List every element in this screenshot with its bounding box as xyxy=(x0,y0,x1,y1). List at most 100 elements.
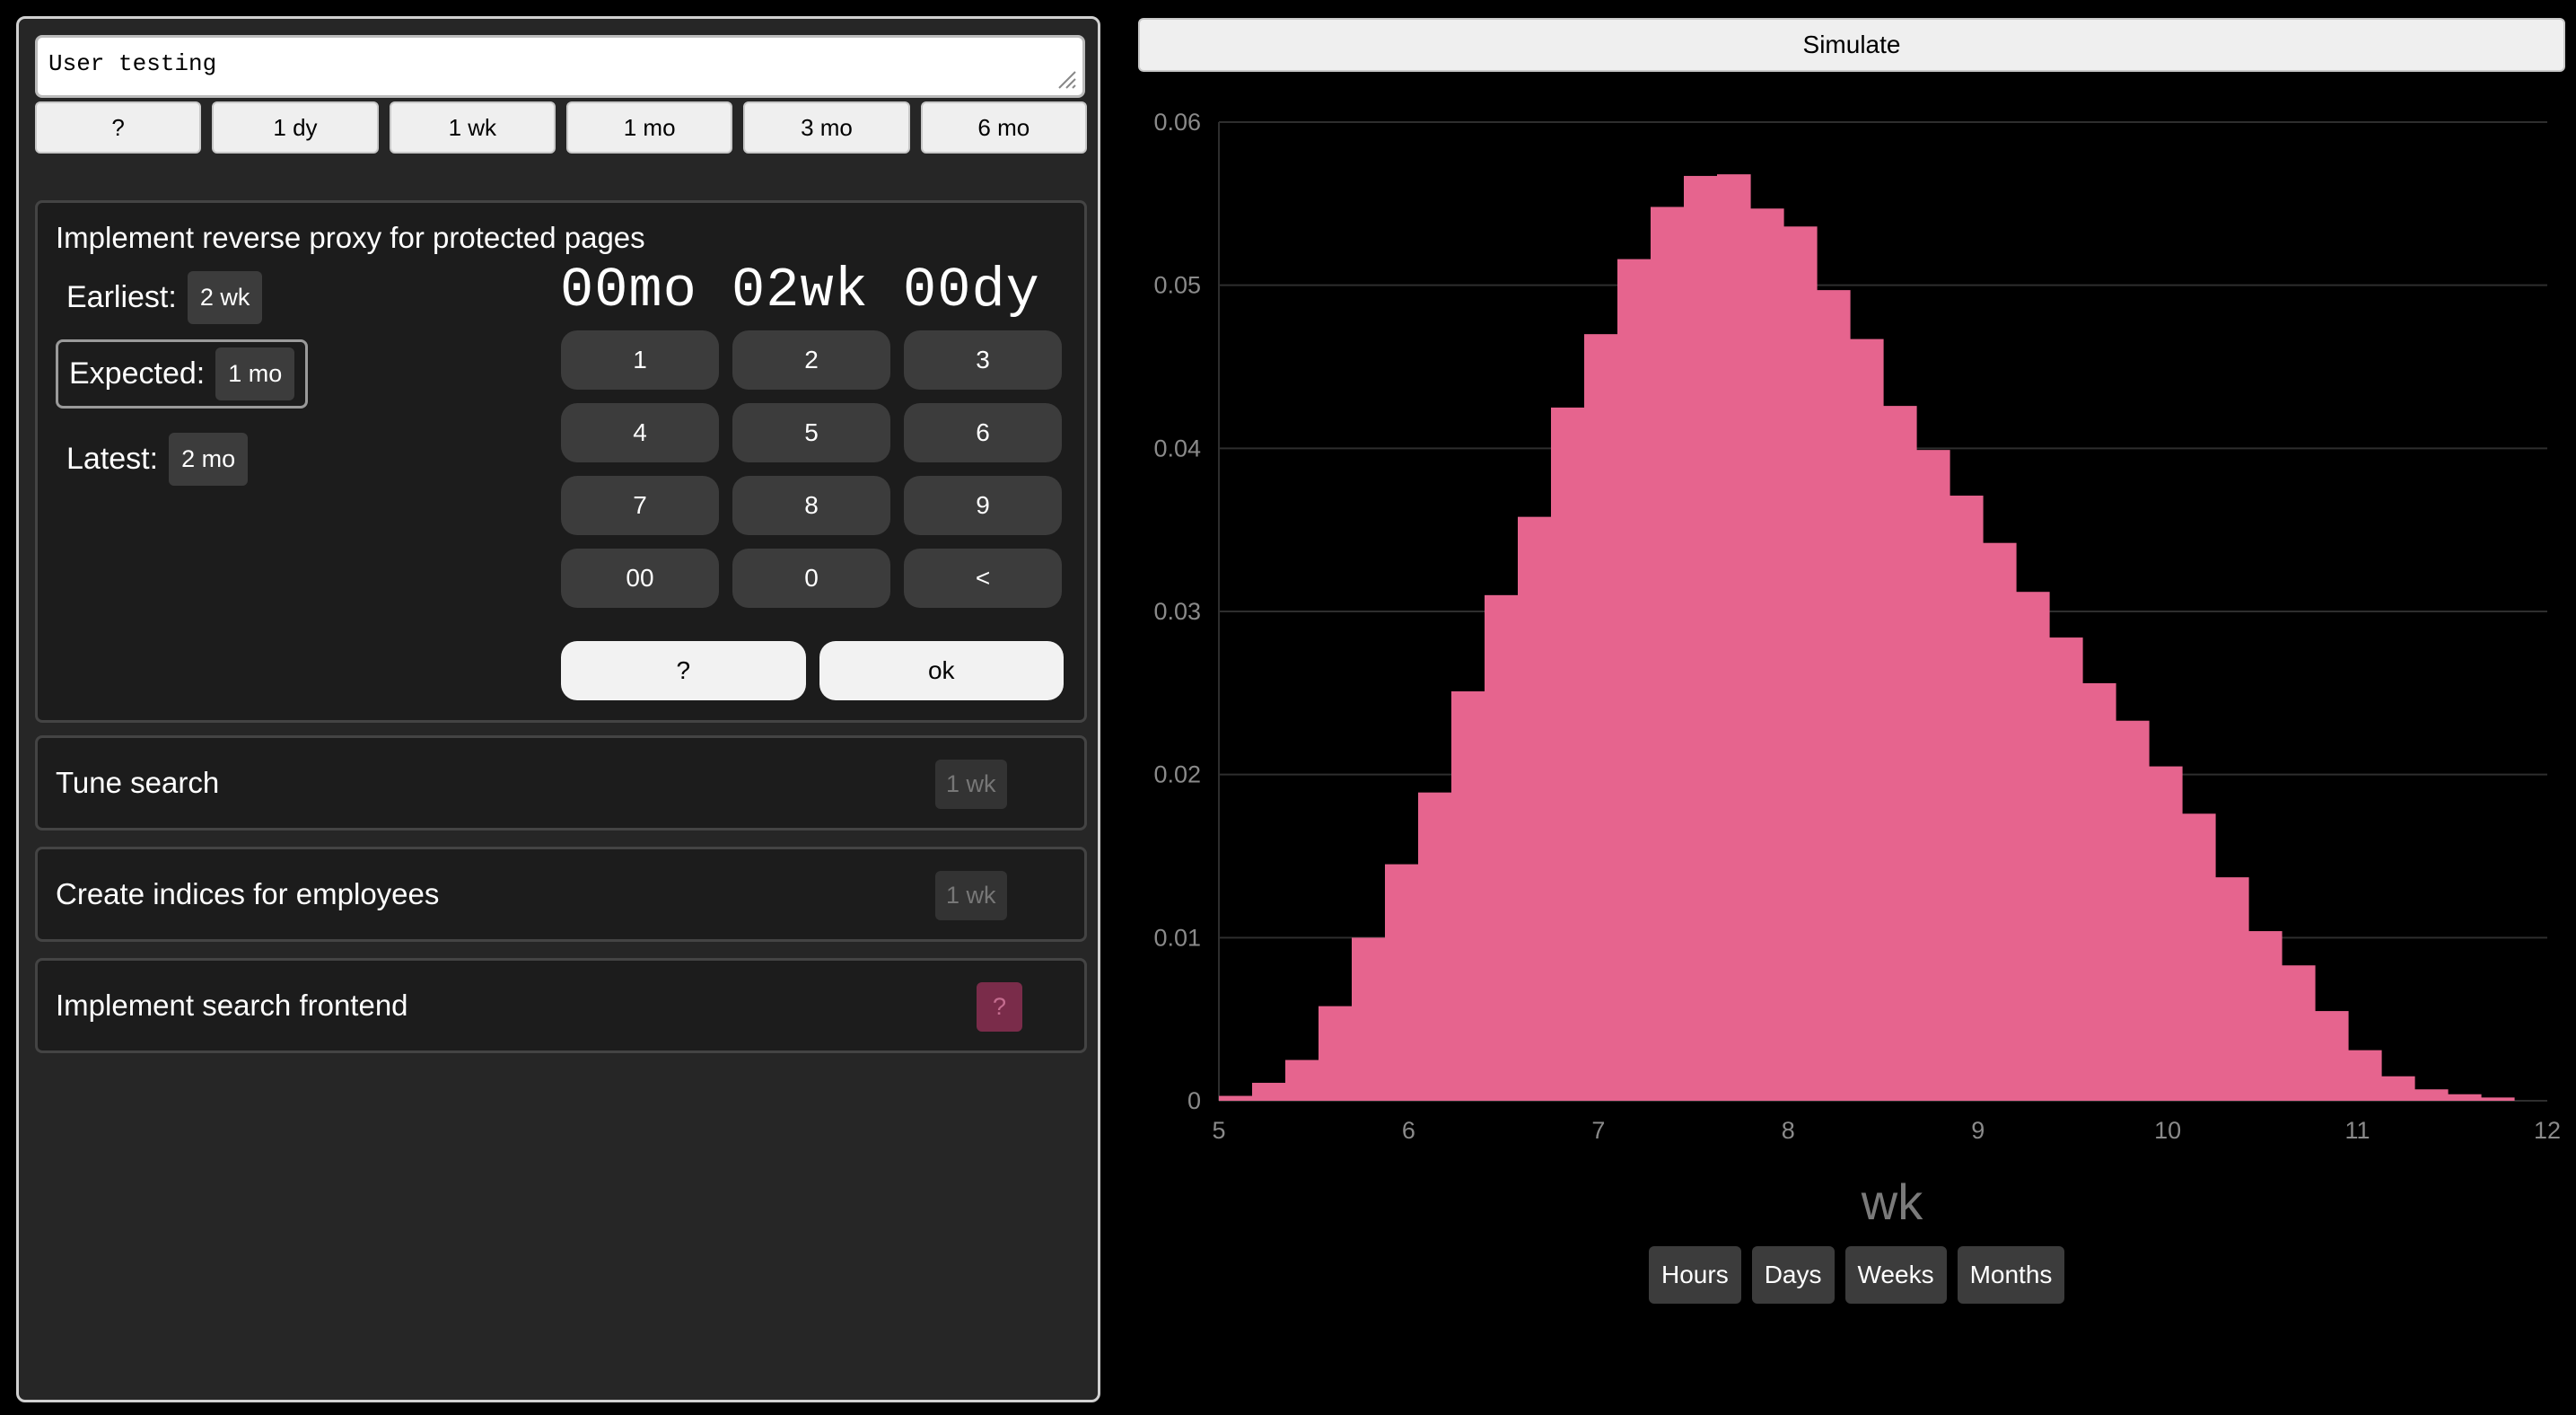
y-tick-label: 0.04 xyxy=(1153,435,1201,461)
x-tick-label: 11 xyxy=(2345,1117,2370,1144)
histogram-bar xyxy=(2182,813,2216,1101)
histogram-bar xyxy=(2481,1097,2515,1101)
quick-3-months-button[interactable]: 3 mo xyxy=(743,101,910,154)
key-9[interactable]: 9 xyxy=(904,476,1062,535)
task-title: Implement search frontend xyxy=(56,989,408,1022)
histogram-bar xyxy=(2348,1050,2382,1101)
quick-1-day-button[interactable]: 1 dy xyxy=(212,101,379,154)
task-title: Tune search xyxy=(56,766,220,799)
earliest-value-badge[interactable]: 2 wk xyxy=(187,271,263,324)
histogram-bar xyxy=(1551,407,1585,1102)
task-row[interactable]: Implement search frontend ? xyxy=(35,958,1087,1053)
latest-label: Latest: xyxy=(66,442,159,476)
key-4[interactable]: 4 xyxy=(561,403,719,462)
key-0[interactable]: 0 xyxy=(732,549,890,608)
earliest-label: Earliest: xyxy=(66,280,177,314)
y-tick-label: 0 xyxy=(1187,1087,1201,1114)
histogram-bar xyxy=(1950,496,1984,1101)
task-title: Create indices for employees xyxy=(56,877,440,910)
histogram-bar xyxy=(2215,877,2249,1101)
expected-value-badge[interactable]: 1 mo xyxy=(215,347,295,400)
task-estimate-badge[interactable]: 1 wk xyxy=(935,760,1007,809)
histogram-bar xyxy=(1584,334,1618,1102)
y-tick-label: 0.06 xyxy=(1153,109,1201,136)
histogram-bar xyxy=(1418,792,1452,1101)
histogram-bar xyxy=(2248,931,2282,1101)
histogram-bar xyxy=(2149,766,2183,1101)
task-name-input[interactable]: User testing xyxy=(35,35,1085,98)
quick-estimate-buttons: ? 1 dy 1 wk 1 mo 3 mo 6 mo xyxy=(35,101,1087,154)
unit-hours-button[interactable]: Hours xyxy=(1649,1246,1741,1304)
histogram-bar xyxy=(1983,542,2017,1101)
histogram-bar xyxy=(1617,259,1652,1102)
keypad-actions: ? ok xyxy=(561,641,1064,700)
histogram-bar xyxy=(2381,1076,2415,1101)
histogram-bar xyxy=(1485,594,1519,1101)
x-tick-label: 6 xyxy=(1402,1117,1415,1144)
histogram-bar xyxy=(1285,1059,1319,1101)
duration-display: 00mo 02wk 00dy xyxy=(560,259,1040,322)
y-tick-label: 0.03 xyxy=(1153,598,1201,625)
histogram-bar xyxy=(1518,516,1552,1101)
quick-1-week-button[interactable]: 1 wk xyxy=(389,101,556,154)
histogram-bar xyxy=(1717,174,1751,1102)
latest-estimate[interactable]: Latest: 2 mo xyxy=(66,433,249,486)
backspace-key[interactable]: < xyxy=(904,549,1062,608)
task-estimate-badge[interactable]: 1 wk xyxy=(935,871,1007,920)
unit-days-button[interactable]: Days xyxy=(1751,1246,1835,1304)
histogram-bar xyxy=(2116,720,2150,1101)
simulate-button[interactable]: Simulate xyxy=(1138,18,2565,72)
task-name-text: User testing xyxy=(48,50,217,77)
histogram-bar xyxy=(1385,864,1419,1101)
key-8[interactable]: 8 xyxy=(732,476,890,535)
key-5[interactable]: 5 xyxy=(732,403,890,462)
histogram-bar xyxy=(1817,290,1851,1101)
histogram-bar xyxy=(1883,406,1917,1102)
task-row[interactable]: Tune search 1 wk xyxy=(35,735,1087,831)
histogram-bar xyxy=(2282,965,2316,1101)
histogram-bar xyxy=(1783,226,1818,1101)
active-task-card: Implement reverse proxy for protected pa… xyxy=(35,200,1087,723)
histogram-bar xyxy=(2049,637,2083,1101)
histogram-bar xyxy=(1252,1083,1286,1101)
histogram-bar xyxy=(1850,338,1884,1101)
x-tick-label: 7 xyxy=(1591,1117,1605,1144)
task-row[interactable]: Create indices for employees 1 wk xyxy=(35,847,1087,942)
quick-6-months-button[interactable]: 6 mo xyxy=(920,101,1087,154)
x-tick-label: 10 xyxy=(2154,1117,2181,1144)
histogram-bar xyxy=(2016,592,2050,1101)
histogram-bar xyxy=(1916,450,1950,1101)
y-tick-label: 0.02 xyxy=(1153,761,1201,788)
key-00[interactable]: 00 xyxy=(561,549,719,608)
key-3[interactable]: 3 xyxy=(904,330,1062,390)
expected-estimate[interactable]: Expected: 1 mo xyxy=(56,339,309,409)
earliest-estimate[interactable]: Earliest: 2 wk xyxy=(66,271,263,324)
unit-selector: Hours Days Weeks Months xyxy=(1649,1246,2065,1304)
task-panel: User testing ? 1 dy 1 wk 1 mo 3 mo 6 mo … xyxy=(16,16,1100,1402)
histogram-bar xyxy=(1319,1006,1353,1101)
histogram-bar xyxy=(2414,1089,2449,1101)
latest-value-badge[interactable]: 2 mo xyxy=(169,433,249,486)
quick-1-month-button[interactable]: 1 mo xyxy=(565,101,733,154)
histogram-bar xyxy=(1750,208,1784,1102)
histogram-bar xyxy=(1684,175,1718,1102)
histogram-bar xyxy=(2315,1011,2349,1101)
resize-handle-icon[interactable] xyxy=(1056,68,1077,90)
expected-label: Expected: xyxy=(69,356,206,391)
ok-button[interactable]: ok xyxy=(819,641,1064,700)
unit-weeks-button[interactable]: Weeks xyxy=(1844,1246,1947,1304)
histogram-bar xyxy=(1219,1095,1253,1101)
x-tick-label: 5 xyxy=(1212,1117,1225,1144)
quick-unknown-button[interactable]: ? xyxy=(35,101,202,154)
unknown-estimate-button[interactable]: ? xyxy=(561,641,806,700)
histogram-svg: 0 0.01 0.02 0.03 0.04 0.05 0.06 5 6 7 8 9 10 11 12 wk xyxy=(1153,109,2561,1230)
key-1[interactable]: 1 xyxy=(561,330,719,390)
task-estimate-badge[interactable]: ? xyxy=(977,982,1023,1032)
x-tick-label: 9 xyxy=(1971,1117,1985,1144)
key-7[interactable]: 7 xyxy=(561,476,719,535)
unit-months-button[interactable]: Months xyxy=(1957,1246,2065,1304)
distribution-chart: 0 0.01 0.02 0.03 0.04 0.05 0.06 5 6 7 8 9 10 11 12 wk xyxy=(1138,90,2565,1257)
key-6[interactable]: 6 xyxy=(904,403,1062,462)
x-tick-label: 8 xyxy=(1782,1117,1795,1144)
key-2[interactable]: 2 xyxy=(732,330,890,390)
